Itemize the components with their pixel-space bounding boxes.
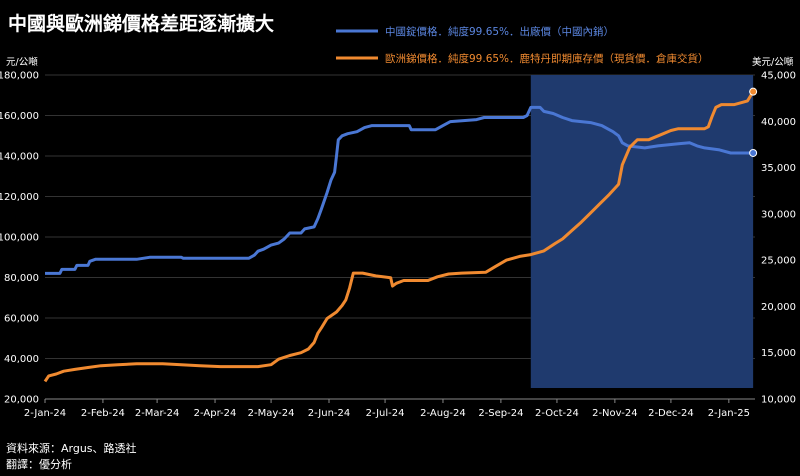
y-right-tick-label: 40,000 xyxy=(761,117,796,128)
x-tick-label: 2-Jul-24 xyxy=(366,408,405,419)
y-left-tick-label: 180,000 xyxy=(0,71,39,82)
x-tick-label: 2-Mar-24 xyxy=(135,408,180,419)
y-right-ticks: 10,000 15,000 20,000 25,000 30,000 35,000 40,0… xyxy=(761,71,796,406)
x-tick-label: 2-Jan-25 xyxy=(708,408,750,419)
y-right-tick-label: 35,000 xyxy=(761,163,796,174)
y-left-tick-label: 80,000 xyxy=(4,273,39,284)
legend: 中國錠價格．純度99.65%．出廠價（中國內銷） 歐洲銻價格．純度99.65%．… xyxy=(336,25,709,65)
y-left-ticks: 20,000 40,000 60,000 80,000 100,000 120,000 14… xyxy=(0,71,39,406)
y-right-tick-label: 20,000 xyxy=(761,302,796,313)
x-ticks: 2-Jan-24 2-Feb-24 2-Mar-24 2-Apr-24 2-May-24… xyxy=(24,398,755,419)
y-right-tick-label: 10,000 xyxy=(761,395,796,406)
y-right-tick-label: 45,000 xyxy=(761,71,796,82)
highlight-region xyxy=(530,75,754,388)
x-tick-label: 2-Sep-24 xyxy=(478,408,523,419)
y-left-tick-label: 120,000 xyxy=(0,192,39,203)
y-left-tick-label: 60,000 xyxy=(4,314,39,325)
y-left-unit: 元/公噸 xyxy=(6,56,38,68)
chart-title: 中國與歐洲銻價格差距逐漸擴大 xyxy=(8,12,274,35)
series-line-europe xyxy=(43,90,755,383)
legend-label-china: 中國錠價格．純度99.65%．出廠價（中國內銷） xyxy=(385,25,614,38)
source-line: 資料來源：Argus、路透社 xyxy=(6,441,137,455)
y-right-tick-label: 25,000 xyxy=(761,256,796,267)
legend-label-europe: 歐洲銻價格．純度99.65%．鹿特丹即期庫存價（現貨價．倉庫交貨） xyxy=(385,52,709,65)
x-tick-label: 2-Apr-24 xyxy=(194,408,237,419)
x-tick-label: 2-Feb-24 xyxy=(81,408,125,419)
x-tick-label: 2-May-24 xyxy=(248,408,295,419)
translator-line: 翻譯：優分析 xyxy=(6,457,72,471)
x-tick-label: 2-Aug-24 xyxy=(420,408,466,419)
y-left-tick-label: 100,000 xyxy=(0,233,39,244)
y-left-tick-label: 140,000 xyxy=(0,152,39,163)
series-layer xyxy=(43,87,758,383)
y-left-tick-label: 40,000 xyxy=(4,354,39,365)
y-right-tick-label: 30,000 xyxy=(761,209,796,220)
x-tick-label: 2-Dec-24 xyxy=(648,408,694,419)
series-end-marker-china xyxy=(749,148,758,157)
y-right-tick-label: 15,000 xyxy=(761,348,796,359)
x-tick-label: 2-Oct-24 xyxy=(535,408,579,419)
y-left-tick-label: 160,000 xyxy=(0,111,39,122)
y-left-tick-label: 20,000 xyxy=(4,395,39,406)
series-line-china xyxy=(45,105,754,275)
y-right-unit: 美元/公噸 xyxy=(752,56,794,68)
x-tick-label: 2-Jun-24 xyxy=(308,408,351,419)
x-tick-label: 2-Nov-24 xyxy=(592,408,638,419)
x-tick-label: 2-Jan-24 xyxy=(24,408,66,419)
series-end-marker-europe xyxy=(749,87,758,96)
